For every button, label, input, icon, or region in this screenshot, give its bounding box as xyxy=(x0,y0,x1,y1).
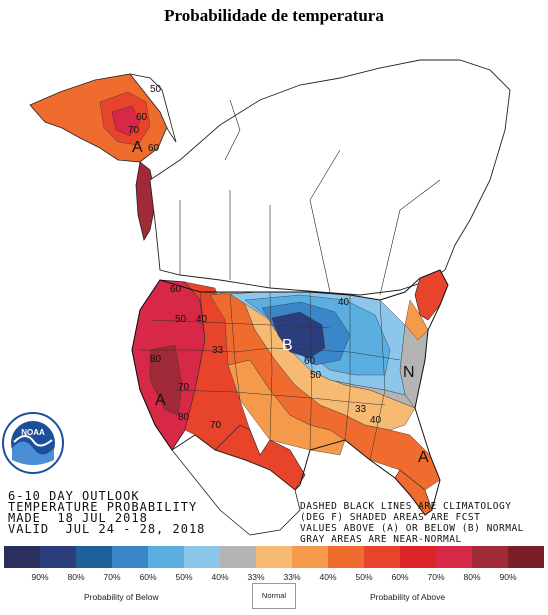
contour-w33: 33 xyxy=(212,345,224,356)
probability-scale-labels: 90% 80% 70% 60% 50% 40% 33% 33% 40% 50% 60% 70% 80% 9… xyxy=(4,572,544,586)
contour-e33: 33 xyxy=(355,404,367,415)
temperature-probability-map: A A A B N 50 60 70 60 80 70 60 50 33 40 … xyxy=(2,59,511,536)
contour-m40: 40 xyxy=(338,297,350,308)
scale-swatch-8 xyxy=(292,546,328,568)
scale-swatch-4 xyxy=(148,546,184,568)
scale-label-6: 33% xyxy=(247,572,265,582)
contour-w60: 60 xyxy=(170,284,182,295)
above-category-label: Probability of Above xyxy=(370,592,446,602)
contour-ak60: 60 xyxy=(136,112,148,123)
scale-label-2: 70% xyxy=(103,572,121,582)
scale-label-0: 90% xyxy=(31,572,49,582)
label-b-midwest: B xyxy=(282,337,293,354)
note-line2: (DEG F) SHADED AREAS ARE FCST xyxy=(300,512,481,523)
alaska-region xyxy=(29,73,177,242)
below-category-label: Probability of Below xyxy=(84,592,159,602)
label-a-west: A xyxy=(155,392,166,409)
scale-swatch-6 xyxy=(220,546,256,568)
scale-swatch-0 xyxy=(4,546,40,568)
noaa-logo: NOAA xyxy=(2,412,64,474)
note-line3: VALUES ABOVE (A) OR BELOW (B) NORMAL xyxy=(300,523,524,534)
contour-w70: 70 xyxy=(178,382,190,393)
map-notes: DASHED BLACK LINES ARE CLIMATOLOGY (DEG F… xyxy=(300,501,524,545)
map-labels: A A A B N 50 60 70 60 80 70 60 50 33 40 … xyxy=(128,84,429,466)
scale-label-7: 33% xyxy=(283,572,301,582)
contour-w50: 50 xyxy=(175,314,187,325)
scale-label-5: 40% xyxy=(211,572,229,582)
normal-category-label: Normal xyxy=(252,583,296,609)
outlook-line1: 6-10 DAY OUTLOOK xyxy=(8,489,140,503)
label-a-southeast: A xyxy=(418,449,429,466)
contour-m60: 60 xyxy=(304,356,316,367)
outlook-line3: MADE 18 JUL 2018 xyxy=(8,511,148,525)
contour-ak50: 50 xyxy=(150,84,162,95)
map-title: Probabilidade de temperatura xyxy=(164,6,384,25)
scale-label-1: 80% xyxy=(67,572,85,582)
scale-swatch-1 xyxy=(40,546,76,568)
outlook-line4: VALID JUL 24 - 28, 2018 xyxy=(8,522,206,536)
noaa-logo-text: NOAA xyxy=(21,428,45,437)
contour-se40: 40 xyxy=(370,415,382,426)
scale-swatch-12 xyxy=(436,546,472,568)
note-line1: DASHED BLACK LINES ARE CLIMATOLOGY xyxy=(300,501,512,512)
scale-label-12: 80% xyxy=(463,572,481,582)
scale-label-8: 40% xyxy=(319,572,337,582)
us-region xyxy=(131,269,449,516)
scale-label-4: 50% xyxy=(175,572,193,582)
scale-swatch-5 xyxy=(184,546,220,568)
scale-swatch-14 xyxy=(508,546,544,568)
contour-ak70: 70 xyxy=(128,125,140,136)
contour-sw80: 80 xyxy=(178,412,190,423)
scale-swatch-3 xyxy=(112,546,148,568)
scale-swatch-10 xyxy=(364,546,400,568)
contour-ak60b: 60 xyxy=(148,143,160,154)
contour-sw70: 70 xyxy=(210,420,222,431)
label-a-alaska: A xyxy=(132,139,143,156)
scale-swatch-7 xyxy=(256,546,292,568)
scale-swatch-2 xyxy=(76,546,112,568)
outlook-info: 6-10 DAY OUTLOOK TEMPERATURE PROBABILITY M… xyxy=(8,489,206,536)
contour-m50: 50 xyxy=(310,370,322,381)
label-n-east: N xyxy=(403,364,415,381)
scale-label-9: 50% xyxy=(355,572,373,582)
contour-w80: 80 xyxy=(150,354,162,365)
probability-color-scale xyxy=(4,546,544,568)
canada-region xyxy=(149,59,511,296)
mexico-region xyxy=(171,434,301,536)
scale-swatch-11 xyxy=(400,546,436,568)
scale-label-11: 70% xyxy=(427,572,445,582)
contour-w40: 40 xyxy=(196,314,208,325)
scale-label-10: 60% xyxy=(391,572,409,582)
scale-swatch-9 xyxy=(328,546,364,568)
outlook-line2: TEMPERATURE PROBABILITY xyxy=(8,500,198,514)
scale-swatch-13 xyxy=(472,546,508,568)
note-line4: GRAY AREAS ARE NEAR-NORMAL xyxy=(300,534,462,545)
scale-label-3: 60% xyxy=(139,572,157,582)
scale-label-13: 90% xyxy=(499,572,517,582)
